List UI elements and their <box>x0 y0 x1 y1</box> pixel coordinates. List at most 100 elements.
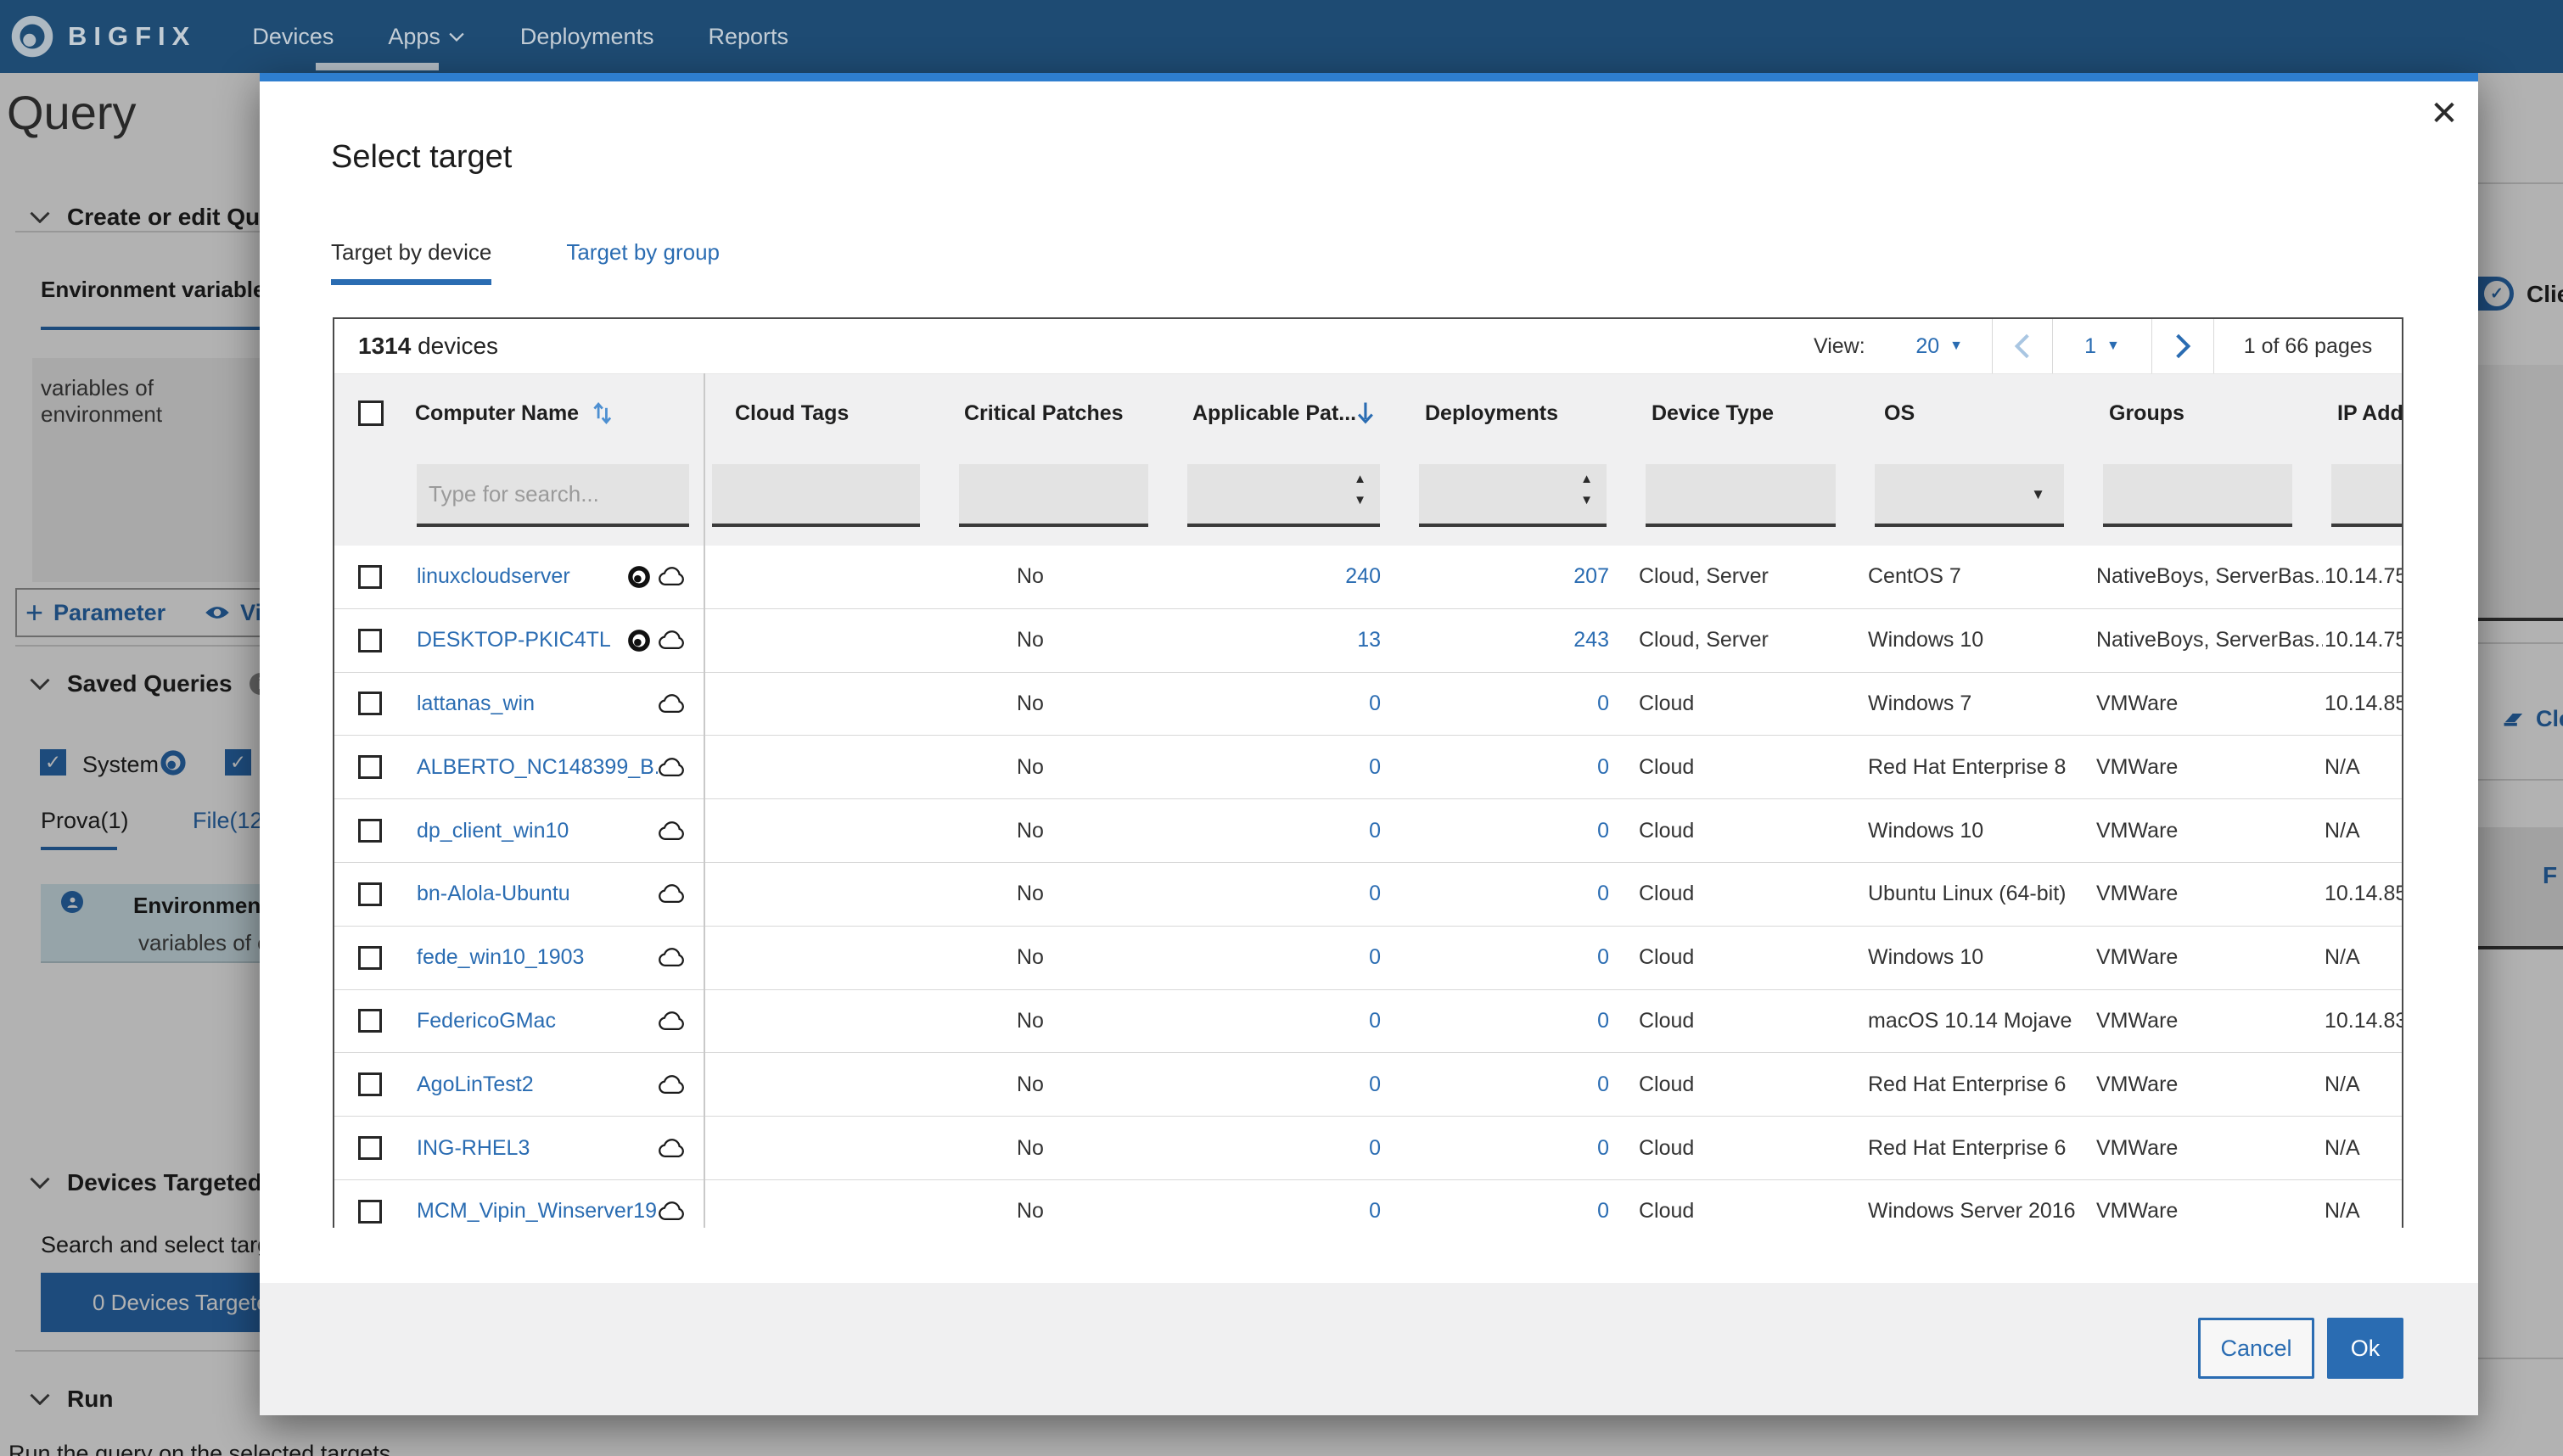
system-checkbox[interactable]: ✓ <box>40 749 66 776</box>
row-checkbox[interactable] <box>358 819 382 843</box>
deployments-link[interactable]: 0 <box>1597 945 1609 970</box>
filter-input-fragment[interactable] <box>2478 827 2563 949</box>
row-checkbox[interactable] <box>358 945 382 970</box>
run-section-header[interactable]: Run <box>30 1386 113 1413</box>
applicable-patches-link[interactable]: 0 <box>1369 1072 1381 1096</box>
add-parameter-button[interactable]: + Parameter <box>25 595 166 630</box>
row-checkbox[interactable] <box>358 564 382 589</box>
shared-checkbox[interactable]: ✓ <box>225 749 251 776</box>
ip-filter-input[interactable] <box>2331 464 2402 527</box>
cancel-button[interactable]: Cancel <box>2198 1318 2314 1379</box>
ok-button[interactable]: Ok <box>2327 1318 2403 1379</box>
create-or-edit-section-header[interactable]: Create or edit Quer <box>30 204 283 231</box>
nav-item-reports[interactable]: Reports <box>708 23 789 49</box>
row-checkbox[interactable] <box>358 1136 382 1161</box>
column-computer-name[interactable]: Computer Name <box>415 374 704 452</box>
device-type-filter-input[interactable] <box>1646 464 1836 527</box>
device-name-link[interactable]: lattanas_win <box>417 691 535 715</box>
deployments-link[interactable]: 0 <box>1597 1072 1609 1096</box>
device-name-link[interactable]: AgoLinTest2 <box>417 1072 534 1096</box>
groups-filter-input[interactable] <box>2103 464 2292 527</box>
nav-item-apps[interactable]: Apps <box>388 24 464 50</box>
device-name-link[interactable]: dp_client_win10 <box>417 818 569 843</box>
column-deployments[interactable]: Deployments <box>1425 400 1558 425</box>
applicable-patches-link[interactable]: 0 <box>1369 1008 1381 1033</box>
deployments-link[interactable]: 0 <box>1597 754 1609 779</box>
applicable-patches-link[interactable]: 13 <box>1357 628 1381 652</box>
tab-prova[interactable]: Prova(1) <box>41 808 129 833</box>
prev-page-button[interactable] <box>1992 319 2052 373</box>
close-icon[interactable]: ✕ <box>2430 95 2459 132</box>
row-checkbox[interactable] <box>358 755 382 780</box>
applicable-patches-filter-input[interactable] <box>1187 464 1380 527</box>
cell-ip: 10.14.83.2 <box>2325 1008 2402 1033</box>
device-name-link[interactable]: MCM_Vipin_Winserver19 <box>417 1199 657 1224</box>
relevance-editor-fragment[interactable] <box>2478 365 2563 621</box>
device-name-link[interactable]: linuxcloudserver <box>417 564 570 589</box>
row-checkbox[interactable] <box>358 1072 382 1097</box>
row-checkbox[interactable] <box>358 1199 382 1224</box>
applicable-patches-link[interactable]: 0 <box>1369 691 1381 715</box>
chevron-down-icon <box>30 211 50 223</box>
applicable-patches-link[interactable]: 0 <box>1369 882 1381 906</box>
row-checkbox[interactable] <box>358 692 382 716</box>
nav-item-devices[interactable]: Devices <box>252 23 334 49</box>
deployments-link[interactable]: 243 <box>1573 628 1609 652</box>
chevron-left-icon <box>2014 333 2029 359</box>
row-checkbox[interactable] <box>358 1009 382 1033</box>
column-ip-address[interactable]: IP Addr <box>2337 400 2403 425</box>
deployments-link[interactable]: 207 <box>1573 564 1609 589</box>
row-checkbox[interactable] <box>358 882 382 906</box>
device-name-link[interactable]: FedericoGMac <box>417 1008 556 1033</box>
applicable-patches-link[interactable]: 0 <box>1369 1135 1381 1160</box>
bigfix-brand[interactable]: BIGFIX <box>8 13 196 60</box>
os-filter-select[interactable] <box>1875 464 2064 527</box>
column-os[interactable]: OS <box>1884 400 1915 425</box>
column-groups[interactable]: Groups <box>2109 400 2184 425</box>
deployments-filter-input[interactable] <box>1419 464 1607 527</box>
row-checkbox[interactable] <box>358 628 382 652</box>
bigfix-agent-icon <box>626 628 652 653</box>
devices-targeted-section-header[interactable]: Devices Targeted <box>30 1169 262 1196</box>
applicable-patches-link[interactable]: 0 <box>1369 754 1381 779</box>
device-name-link[interactable]: bn-Alola-Ubuntu <box>417 882 570 906</box>
column-critical-patches[interactable]: Critical Patches <box>964 400 1124 425</box>
select-all-checkbox[interactable] <box>358 400 384 426</box>
applicable-patches-link[interactable]: 240 <box>1345 564 1381 589</box>
applicable-patches-link[interactable]: 0 <box>1369 1199 1381 1224</box>
deployments-link[interactable]: 0 <box>1597 1199 1609 1224</box>
tab-file[interactable]: File(12) <box>193 808 271 833</box>
deployments-link[interactable]: 0 <box>1597 818 1609 843</box>
devices-targeted-button[interactable]: 0 Devices Targete <box>41 1273 269 1332</box>
applicable-patches-link[interactable]: 0 <box>1369 945 1381 970</box>
device-name-link[interactable]: DESKTOP-PKIC4TL <box>417 628 611 652</box>
deployments-link[interactable]: 0 <box>1597 1008 1609 1033</box>
current-page-dropdown[interactable]: 1 ▼ <box>2052 319 2151 373</box>
applicable-patches-link[interactable]: 0 <box>1369 818 1381 843</box>
system-label: System <box>82 752 160 777</box>
column-device-type[interactable]: Device Type <box>1652 400 1775 425</box>
cell-ip: 10.14.75.1 <box>2325 564 2402 589</box>
clear-button[interactable]: Cle <box>2502 706 2563 732</box>
device-name-link[interactable]: fede_win10_1903 <box>417 945 585 970</box>
column-cloud-tags[interactable]: Cloud Tags <box>735 400 850 425</box>
column-applicable-patches[interactable]: Applicable Pat... <box>1179 374 1410 452</box>
clear-button-label: Cle <box>2536 706 2563 731</box>
divider <box>2478 779 2563 781</box>
deployments-link[interactable]: 0 <box>1597 1135 1609 1160</box>
page-size-dropdown[interactable]: 20 ▼ <box>1915 333 1963 358</box>
deployments-link[interactable]: 0 <box>1597 882 1609 906</box>
critical-patches-filter-input[interactable] <box>959 464 1148 527</box>
device-name-link[interactable]: ALBERTO_NC148399_B... <box>417 754 658 779</box>
nav-item-deployments[interactable]: Deployments <box>519 23 654 49</box>
cloud-tags-filter-input[interactable] <box>712 464 920 527</box>
sort-icon[interactable] <box>592 401 612 425</box>
computer-name-search-input[interactable] <box>417 464 689 527</box>
deployments-link[interactable]: 0 <box>1597 691 1609 715</box>
tab-target-by-device[interactable]: Target by device <box>331 239 492 285</box>
device-name-link[interactable]: ING-RHEL3 <box>417 1135 530 1160</box>
next-page-button[interactable] <box>2151 319 2213 373</box>
query-text-editor[interactable]: variables of environment <box>32 358 260 582</box>
tab-target-by-group[interactable]: Target by group <box>566 239 720 265</box>
